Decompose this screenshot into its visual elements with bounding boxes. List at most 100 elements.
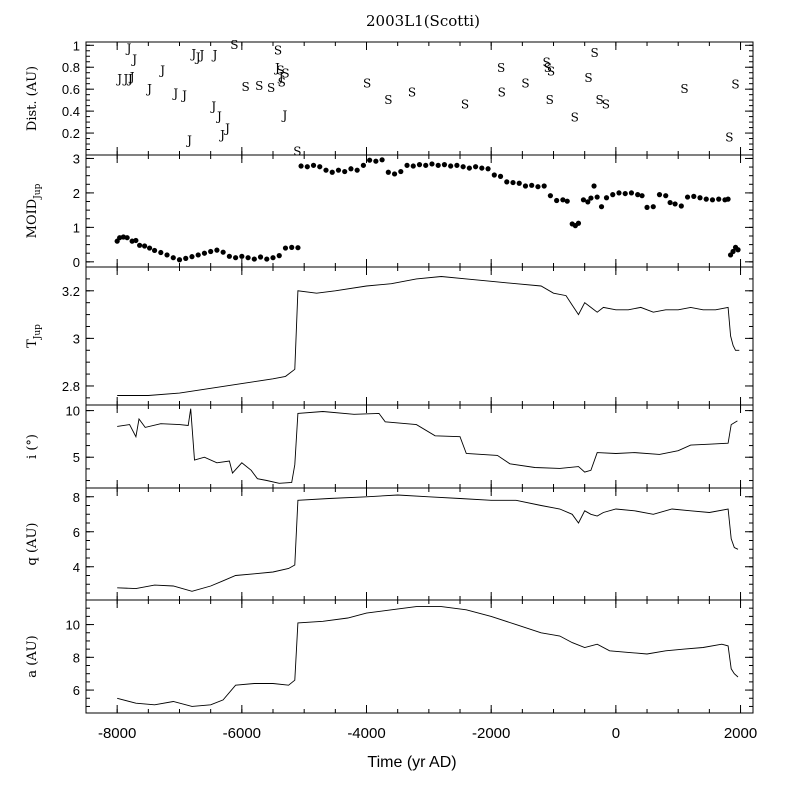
encounter-marker-S: S bbox=[602, 97, 610, 111]
panel-frame bbox=[85, 404, 754, 489]
encounter-marker-J: J bbox=[273, 61, 280, 75]
encounter-marker-S: S bbox=[293, 145, 301, 159]
data-point bbox=[529, 182, 535, 188]
encounter-marker-S: S bbox=[461, 97, 469, 111]
data-point bbox=[541, 183, 547, 189]
data-point bbox=[603, 195, 610, 201]
encounter-marker-J: J bbox=[128, 70, 135, 84]
data-point bbox=[329, 169, 335, 175]
y-axis-label: TJup bbox=[25, 324, 43, 348]
data-point bbox=[473, 164, 479, 170]
data-point bbox=[410, 163, 416, 169]
y-tick-label: 5 bbox=[73, 450, 80, 465]
series-line bbox=[117, 606, 739, 707]
data-point bbox=[270, 255, 276, 261]
data-point bbox=[245, 255, 251, 261]
data-point bbox=[183, 255, 189, 261]
encounter-marker-S: S bbox=[546, 93, 554, 107]
data-point bbox=[164, 252, 170, 258]
data-point bbox=[703, 196, 709, 202]
encounter-marker-S: S bbox=[384, 93, 392, 107]
y-tick-label: 4 bbox=[73, 560, 80, 575]
y-tick-label: 0.6 bbox=[62, 82, 80, 97]
data-point bbox=[560, 197, 566, 203]
x-tick-label: -8000 bbox=[98, 725, 136, 742]
data-point bbox=[460, 164, 466, 170]
data-point bbox=[697, 195, 703, 201]
encounter-marker-J: J bbox=[198, 48, 205, 62]
data-point bbox=[585, 199, 591, 205]
data-point bbox=[504, 179, 510, 185]
data-point bbox=[360, 162, 366, 168]
data-point bbox=[691, 193, 697, 199]
panel-a: 6 8 10 a (AU) bbox=[25, 599, 754, 714]
data-point bbox=[342, 168, 348, 175]
data-point bbox=[667, 199, 673, 206]
data-point bbox=[146, 245, 153, 251]
encounter-marker-S: S bbox=[547, 65, 555, 79]
data-point bbox=[282, 245, 289, 251]
y-axis-label-text: q (AU) bbox=[25, 523, 40, 566]
data-point bbox=[335, 167, 342, 173]
data-point bbox=[385, 169, 391, 175]
x-tick-label: -2000 bbox=[472, 725, 510, 742]
encounter-marker-J: J bbox=[121, 72, 128, 86]
panel-moid: 0 1 2 3 MOIDJup bbox=[25, 151, 754, 270]
data-point bbox=[404, 162, 410, 168]
y-tick-label: 8 bbox=[73, 490, 80, 505]
encounter-marker-J: J bbox=[215, 110, 222, 124]
x-axis: Time (yr AD) -8000 -6000 -4000 -2000 0 2000 bbox=[98, 725, 757, 771]
data-point bbox=[622, 190, 628, 197]
data-point bbox=[448, 163, 454, 169]
data-point bbox=[678, 203, 684, 209]
data-point bbox=[141, 243, 148, 249]
data-point bbox=[588, 195, 594, 201]
encounter-marker-S: S bbox=[276, 63, 284, 77]
encounter-marker-J: J bbox=[158, 63, 165, 77]
encounter-marker-S: S bbox=[408, 85, 416, 99]
encounter-marker-J: J bbox=[115, 72, 122, 86]
y-tick-label: 3 bbox=[73, 331, 80, 346]
y-tick-label: 3 bbox=[73, 151, 80, 166]
encounter-marker-J: J bbox=[125, 41, 132, 55]
data-point bbox=[133, 237, 139, 244]
y-tick-label: 2.8 bbox=[62, 379, 80, 394]
data-point bbox=[663, 193, 669, 199]
y-tick-label: 0.4 bbox=[62, 104, 80, 119]
data-point bbox=[354, 167, 360, 173]
data-point bbox=[189, 254, 195, 260]
data-point bbox=[435, 162, 441, 168]
y-tick-label: 8 bbox=[73, 650, 80, 665]
y-tick-label: 2 bbox=[73, 186, 80, 201]
y-axis-label-text: T bbox=[25, 339, 40, 348]
encounter-marker-J: J bbox=[180, 89, 187, 103]
data-point bbox=[201, 250, 208, 256]
panel-frame bbox=[85, 487, 754, 601]
y-axis-label-text: Dist. (AU) bbox=[25, 66, 40, 131]
data-point bbox=[251, 256, 257, 262]
encounter-marker-S: S bbox=[278, 75, 286, 89]
data-point bbox=[158, 249, 164, 256]
encounter-marker-J: J bbox=[280, 108, 287, 122]
encounter-marker-J: J bbox=[130, 52, 137, 66]
encounter-marker-J: J bbox=[211, 48, 218, 62]
data-point bbox=[137, 242, 143, 248]
panel-tjup: 2.8 3 3.2 TJup bbox=[25, 266, 754, 406]
y-tick-label: 6 bbox=[73, 525, 80, 540]
encounter-marker-J: J bbox=[218, 128, 225, 142]
y-axis-label: MOIDJup bbox=[25, 183, 43, 238]
encounter-marker-S: S bbox=[584, 71, 592, 85]
data-point bbox=[298, 163, 304, 169]
data-point bbox=[635, 192, 641, 198]
y-tick-label: 0.2 bbox=[62, 126, 80, 141]
x-tick-label: 2000 bbox=[724, 725, 757, 742]
y-axis-label-subscript: Jup bbox=[33, 324, 43, 340]
data-point bbox=[575, 220, 582, 226]
data-point bbox=[547, 193, 554, 199]
encounter-marker-S: S bbox=[498, 85, 506, 99]
data-point bbox=[516, 180, 522, 186]
encounter-marker-J: J bbox=[209, 100, 216, 114]
encounter-marker-S: S bbox=[241, 80, 249, 94]
data-point bbox=[554, 197, 560, 204]
